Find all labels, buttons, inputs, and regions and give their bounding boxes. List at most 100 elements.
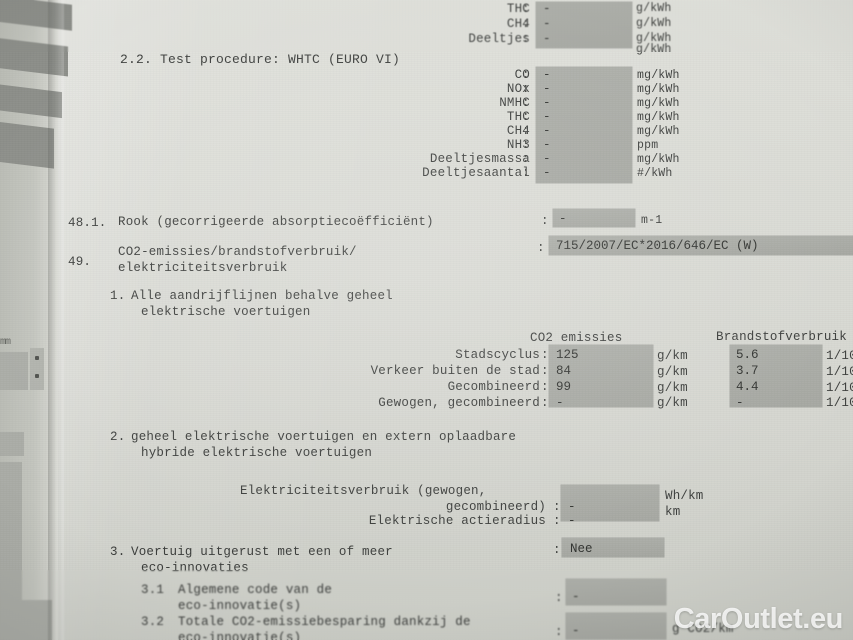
unit-nh3: ppm [637,139,659,152]
edge-block-1 [0,352,28,390]
colon-ch4-top: : [522,17,530,31]
value-eco-innovaties: Nee [570,542,593,556]
value-thc: - [543,110,551,124]
co2-gewogen-gecombineerd: - [556,396,564,410]
fuel-buiten-stad: 3.7 [736,364,759,378]
co2-stadscyclus: 125 [556,348,579,362]
value-actieradius: - [568,514,576,528]
subitem-49-3-line2: eco-innovaties [141,561,249,575]
unit-48-1: m-1 [641,214,663,227]
colon-49: : [537,241,545,255]
row-label-stadscyclus: Stadscyclus [455,348,540,362]
value-box-fuel-column [730,345,822,407]
value-49-approval: 715/2007/EC*2016/646/EC (W) [556,239,759,253]
fuel-unit-gewogen: 1/10 [826,396,853,410]
unit-thc-top: g/kWh [636,2,672,15]
item-label-49-line1: CO2-emissies/brandstofverbruik/ [118,245,357,259]
label-co: CO [514,68,530,82]
value-deeltjesaantal: - [543,166,551,180]
subitem-49-3-2-line2: eco-innovatie(s) [178,631,302,640]
unit-co: mg/kWh [637,69,680,82]
unit-nox: mg/kWh [637,83,680,96]
value-co: - [543,68,551,82]
value-box-eco-code [566,579,666,605]
value-box-electric-group [561,485,659,521]
value-nh3: - [543,138,551,152]
subitem-number-49-3: 3. [110,545,126,559]
item-label-48-1: Rook (gecorrigeerde absorptiecoëfficiënt… [118,215,434,229]
subitem-number-49-3-1: 3.1 [141,583,165,597]
subitem-number-49-3-2: 3.2 [141,615,165,629]
section-heading-2-2: 2.2. Test procedure: WHTC (EURO VI) [120,52,401,67]
unit-nmhc: mg/kWh [637,97,680,110]
fuel-gewogen-gecombineerd: - [736,396,744,410]
value-box-49 [549,236,853,255]
label-ch4-top: CH4 [506,17,530,31]
row-label-gewogen-gecombineerd: Gewogen, gecombineerd [378,396,540,410]
subitem-49-2-line1: geheel elektrische voertuigen en extern … [131,430,517,444]
item-number-48-1: 48.1. [68,216,107,230]
value-48-1: - [559,212,567,226]
value-box-eco-innovaties [562,538,664,557]
colon-gecombineerd: : [541,380,549,394]
page-fold-shadow [48,0,64,640]
label-deeltjes-top: Deeltjes [468,32,530,46]
colon-deeltjesmassa: : [522,152,530,166]
fuel-unit-gecombineerd: 1/10 [826,381,853,395]
unit-ch4-top: g/kWh [636,17,672,30]
colon-co: : [522,68,530,82]
colon-nmhc: : [522,96,530,110]
unit-deeltjesaantal: #/kWh [637,167,673,180]
colon-ch4: : [522,124,530,138]
subitem-49-1-line2: elektrische voertuigen [141,305,311,319]
unit-deeltjesmassa: mg/kWh [637,153,680,166]
label-deeltjesaantal: Deeltjesaantal [422,166,530,180]
value-deeltjes-top: - [543,32,551,46]
colon-buiten-stad: : [541,364,549,378]
column-header-co2: CO2 emissies [530,331,623,345]
co2-unit-gewogen: g/km [657,396,688,410]
value-eco-code: - [572,590,580,604]
colon-nox: : [522,82,530,96]
millimeter-scale-label: mm [0,337,11,348]
edge-bar-4 [0,121,54,169]
value-box-co2-column [549,345,653,407]
colon-deeltjes-top: : [522,32,530,46]
co2-unit-buiten-stad: g/km [657,365,688,379]
colon-stadscyclus: : [541,348,549,362]
fuel-gecombineerd: 4.4 [736,380,759,394]
fuel-unit-buiten-stad: 1/10 [826,365,853,379]
unit-ch4: mg/kWh [637,125,680,138]
label-deeltjesmassa: Deeltjesmassa [429,152,530,166]
unit-thc: mg/kWh [637,111,680,124]
colon-thc-top: : [522,2,530,16]
unit-elektriciteitsverbruik: Wh/km [665,489,704,503]
value-box-48-1 [553,209,635,227]
subitem-number-49-2: 2. [110,430,126,444]
unit-extra-top: g/kWh [636,43,672,56]
label-elektriciteitsverbruik-line1: Elektriciteitsverbruik (gewogen, [240,484,487,498]
subitem-49-1-line1: Alle aandrijflijnen behalve geheel [131,289,393,303]
value-ch4: - [543,124,551,138]
value-box-eco-saving [566,613,666,639]
colon-eco-saving: : [555,625,563,639]
label-actieradius: Elektrische actieradius [368,514,546,528]
subitem-49-3-1-line2: eco-innovatie(s) [178,599,302,613]
colon-eco-code: : [555,591,563,605]
value-elektriciteitsverbruik: - [568,500,576,514]
value-eco-saving: - [572,624,580,638]
unit-actieradius: km [665,505,681,519]
co2-buiten-stad: 84 [556,364,572,378]
item-label-49-line2: elektriciteitsverbruik [118,261,288,275]
value-thc-top: - [543,2,551,16]
value-nox: - [543,82,551,96]
colon-deeltjesaantal: : [522,166,530,180]
value-nmhc: - [543,96,551,110]
value-box-whtc-group [536,67,632,183]
subitem-49-3-2-line1: Totale CO2-emissiebesparing dankzij de [178,615,471,629]
subitem-number-49-1: 1. [110,289,126,303]
label-elektriciteitsverbruik-line2: gecombineerd) [445,500,546,514]
co2-gecombineerd: 99 [556,380,572,394]
